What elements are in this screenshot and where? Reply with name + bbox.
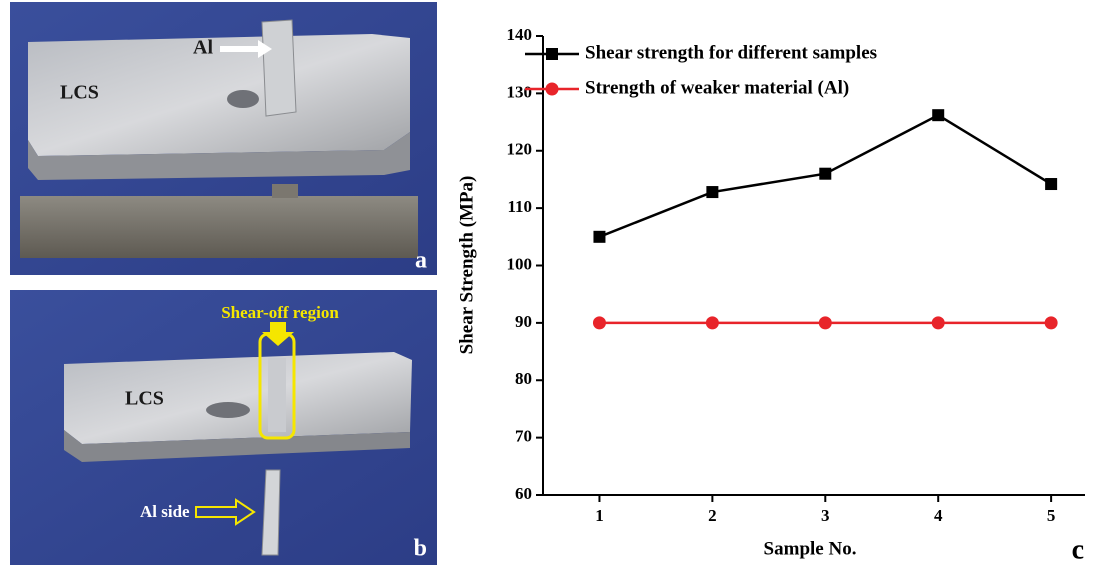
x-tick-label: 2 bbox=[708, 506, 717, 525]
data-point bbox=[932, 109, 944, 121]
x-tick-label: 1 bbox=[595, 506, 604, 525]
photo-b: Shear-off region LCS Al side b bbox=[10, 290, 437, 565]
data-point bbox=[706, 316, 719, 329]
hole bbox=[227, 90, 259, 108]
legend-marker bbox=[546, 83, 559, 96]
panel-label: b bbox=[414, 536, 427, 562]
annotation: Al bbox=[193, 37, 213, 59]
x-tick-label: 4 bbox=[934, 506, 943, 525]
annotation: LCS bbox=[125, 388, 164, 410]
data-point bbox=[593, 316, 606, 329]
annotation: Al side bbox=[140, 502, 190, 521]
chart: Sample No. Shear Strength (MPa) c 60 70 80… bbox=[456, 25, 1085, 565]
data-point bbox=[1045, 316, 1058, 329]
data-point bbox=[819, 168, 831, 180]
y-tick-label: 140 bbox=[507, 25, 533, 44]
y-tick-label: 80 bbox=[515, 369, 532, 388]
data-point bbox=[932, 316, 945, 329]
photo-a: Al LCS a bbox=[10, 2, 437, 275]
annotation: Shear-off region bbox=[221, 303, 339, 322]
panel-label: c bbox=[1072, 534, 1084, 565]
annotation: LCS bbox=[60, 82, 99, 104]
panel-label: a bbox=[415, 248, 427, 274]
y-tick-label: 100 bbox=[507, 254, 533, 273]
x-tick-label: 3 bbox=[821, 506, 830, 525]
arrow bbox=[270, 322, 286, 332]
data-point bbox=[1045, 178, 1057, 190]
y-tick-label: 70 bbox=[515, 427, 532, 446]
y-tick-label: 130 bbox=[507, 82, 533, 101]
legend-marker bbox=[546, 48, 558, 60]
data-point bbox=[819, 316, 832, 329]
hole bbox=[206, 402, 250, 418]
data-point bbox=[706, 186, 718, 198]
y-tick-label: 90 bbox=[515, 312, 532, 331]
al-stub bbox=[272, 184, 298, 198]
data-point bbox=[593, 231, 605, 243]
shear-face bbox=[268, 358, 286, 432]
x-tick-label: 5 bbox=[1047, 506, 1056, 525]
al-strip bbox=[262, 20, 296, 116]
figure: Al LCS a Shear-off region LCS Al side b … bbox=[0, 0, 1099, 565]
y-tick-label: 120 bbox=[507, 140, 533, 159]
legend-label: Shear strength for different samples bbox=[585, 42, 877, 63]
block-top bbox=[64, 352, 412, 444]
legend-label: Strength of weaker material (Al) bbox=[585, 77, 849, 98]
x-axis-label: Sample No. bbox=[764, 538, 857, 559]
y-axis-label: Shear Strength (MPa) bbox=[456, 176, 477, 355]
y-tick-label: 110 bbox=[507, 197, 532, 216]
y-tick-label: 60 bbox=[515, 484, 532, 503]
block-side-view bbox=[20, 196, 418, 258]
